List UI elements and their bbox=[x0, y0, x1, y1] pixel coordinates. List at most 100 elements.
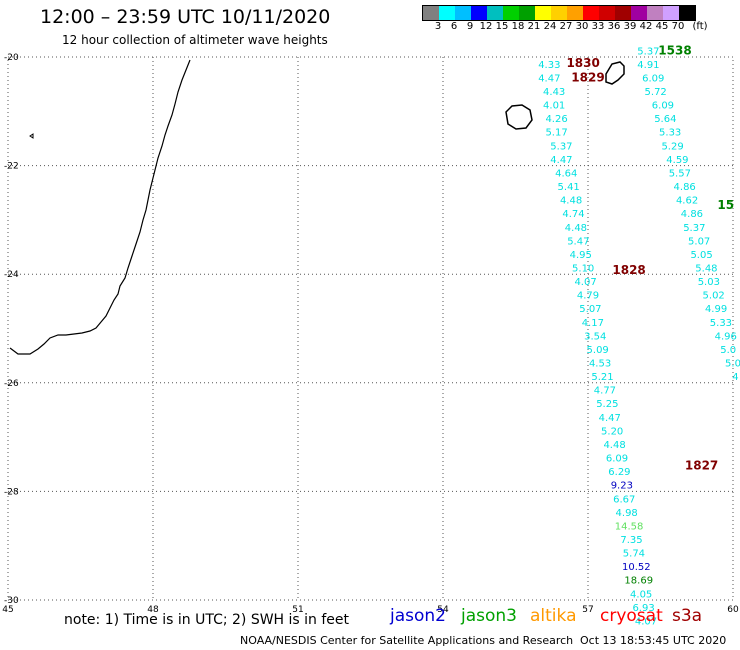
wave-height-value: 5.29 bbox=[661, 141, 683, 152]
legend-color-swatch bbox=[439, 6, 455, 20]
lon-tick-label: 51 bbox=[292, 605, 303, 615]
wave-height-value: 4.74 bbox=[562, 209, 584, 220]
madagascar-coastline bbox=[9, 59, 191, 355]
legend-color-swatch bbox=[647, 6, 663, 20]
legend-color-swatch bbox=[615, 6, 631, 20]
wave-height-value: 6.09 bbox=[606, 454, 628, 465]
wave-height-value: 4.86 bbox=[674, 182, 696, 193]
lat-tick-label: -26 bbox=[4, 379, 19, 389]
lat-tick-label: -22 bbox=[4, 162, 19, 172]
wave-height-value: 4.98 bbox=[616, 508, 638, 519]
wave-height-value: 4.96 bbox=[715, 331, 737, 342]
legend-color-swatch bbox=[567, 6, 583, 20]
legend-tick-label: 42 bbox=[639, 21, 653, 32]
lon-tick-label: 54 bbox=[437, 605, 449, 615]
wave-height-value: 9.23 bbox=[611, 481, 633, 492]
wave-height-value: 4.33 bbox=[538, 60, 560, 71]
legend-color-swatch bbox=[519, 6, 535, 20]
lon-tick-label: 48 bbox=[147, 605, 159, 615]
wave-height-value: 5.21 bbox=[591, 372, 613, 383]
wave-height-value: 5.0 bbox=[725, 359, 740, 370]
legend-tick-label: 33 bbox=[591, 21, 605, 32]
wave-height-value: 5.64 bbox=[654, 114, 676, 125]
lat-tick-label: -28 bbox=[4, 487, 19, 497]
lat-tick-label: -20 bbox=[4, 53, 19, 63]
legend-tick-label: 21 bbox=[527, 21, 541, 32]
wave-height-value: 4.91 bbox=[637, 60, 659, 71]
pass-time-label: 1828 bbox=[612, 263, 645, 277]
legend-tick-label: 24 bbox=[543, 21, 557, 32]
wave-height-value: 5.37 bbox=[683, 223, 705, 234]
wave-height-value: 5.37 bbox=[637, 46, 659, 57]
wave-height-value: 4.47 bbox=[599, 413, 621, 424]
wave-height-value: 4 bbox=[732, 372, 738, 383]
wave-height-value: 4.47 bbox=[538, 73, 560, 84]
track-1829: 4.33 4.47 4.43 4.01 4.26 5.17 5.37 4.47 4.64 5.41… bbox=[538, 60, 657, 628]
lat-tick-label: -30 bbox=[4, 596, 19, 606]
lon-tick-label: 60 bbox=[727, 605, 739, 615]
pass-time-label: 1830 bbox=[566, 56, 599, 70]
altimeter-tracks: 4.33 4.47 4.43 4.01 4.26 5.17 5.37 4.47 4.64 5.41… bbox=[538, 46, 740, 627]
legend-color-swatch bbox=[583, 6, 599, 20]
wave-height-value: 6.93 bbox=[632, 603, 654, 614]
wave-height-value: 5.02 bbox=[703, 291, 725, 302]
wave-height-value: 7.35 bbox=[620, 535, 642, 546]
legend-color-swatch bbox=[599, 6, 615, 20]
satellite-legend-altika: altika bbox=[530, 606, 577, 626]
map-title: 12:00 – 23:59 UTC 10/11/2020 bbox=[40, 6, 331, 28]
legend-color-swatch bbox=[423, 6, 439, 20]
legend-unit-label: (ft) bbox=[692, 21, 708, 32]
legend-color-swatch bbox=[535, 6, 551, 20]
wave-height-value: 5.47 bbox=[567, 236, 589, 247]
legend-tick-label: 39 bbox=[623, 21, 637, 32]
legend-tick-label: 12 bbox=[479, 21, 493, 32]
footer-note: note: 1) Time is in UTC; 2) SWH is in fe… bbox=[64, 612, 350, 628]
wave-height-value: 5.10 bbox=[572, 263, 594, 274]
wave-height-value: 3.54 bbox=[584, 331, 606, 342]
wave-height-value: 4.77 bbox=[594, 386, 616, 397]
wave-height-value: 18.69 bbox=[624, 576, 653, 587]
pass-time-label: 1829 bbox=[571, 70, 604, 84]
lon-tick-label: 45 bbox=[2, 605, 13, 615]
wave-height-value: 5.57 bbox=[669, 168, 691, 179]
pass-time-label: 15 bbox=[717, 198, 734, 212]
legend-color-swatch bbox=[471, 6, 487, 20]
wave-height-value: 14.58 bbox=[615, 521, 644, 532]
wave-height-value: 5.03 bbox=[698, 277, 720, 288]
wave-height-value: 4.53 bbox=[589, 359, 611, 370]
wave-height-value: 5.20 bbox=[601, 426, 623, 437]
wave-height-value: 6.09 bbox=[642, 73, 664, 84]
wave-height-value: 4.48 bbox=[603, 440, 625, 451]
wave-height-value: 4.07 bbox=[574, 277, 596, 288]
track-1538: 5.37 4.91 6.09 5.72 6.09 5.64 5.33 5.29 4.59 5.57… bbox=[637, 46, 740, 383]
wave-height-value: 4.47 bbox=[550, 155, 572, 166]
wave-height-value: 4.05 bbox=[630, 589, 652, 600]
legend-color-swatch bbox=[455, 6, 471, 20]
wave-height-value: 4.07 bbox=[635, 616, 657, 627]
legend-color-swatch bbox=[679, 6, 695, 20]
axis-tick-labels: 45 48 51 54 57 60 -20 -22 -24 -26 -28 -30 bbox=[2, 53, 739, 615]
wave-height-value: 5.05 bbox=[690, 250, 712, 261]
wave-height-value: 4.59 bbox=[666, 155, 688, 166]
wave-height-value: 4.62 bbox=[676, 196, 698, 207]
legend-tick-label: 36 bbox=[607, 21, 621, 32]
credit-date: Oct 13 18:53:45 UTC 2020 bbox=[580, 634, 727, 647]
map-frame bbox=[7, 56, 734, 601]
wave-height-value: 6.67 bbox=[613, 494, 635, 505]
legend-tick-label: 18 bbox=[511, 21, 525, 32]
wave-height-value: 10.52 bbox=[622, 562, 651, 573]
lat-tick-label: -24 bbox=[4, 270, 19, 280]
legend-color-swatch bbox=[503, 6, 519, 20]
color-legend-bar bbox=[422, 5, 696, 21]
reunion-island bbox=[505, 104, 533, 130]
satellite-legend-cryosat: cryosat bbox=[600, 606, 663, 626]
wave-height-value: 5.72 bbox=[645, 87, 667, 98]
legend-tick-label: 9 bbox=[466, 21, 474, 32]
wave-height-value: 5.0 bbox=[720, 345, 736, 356]
legend-color-swatch bbox=[551, 6, 567, 20]
wave-height-value: 5.07 bbox=[688, 236, 710, 247]
legend-tick-label: 70 bbox=[671, 21, 685, 32]
credit-text: NOAA/NESDIS Center for Satellite Applica… bbox=[240, 634, 574, 647]
